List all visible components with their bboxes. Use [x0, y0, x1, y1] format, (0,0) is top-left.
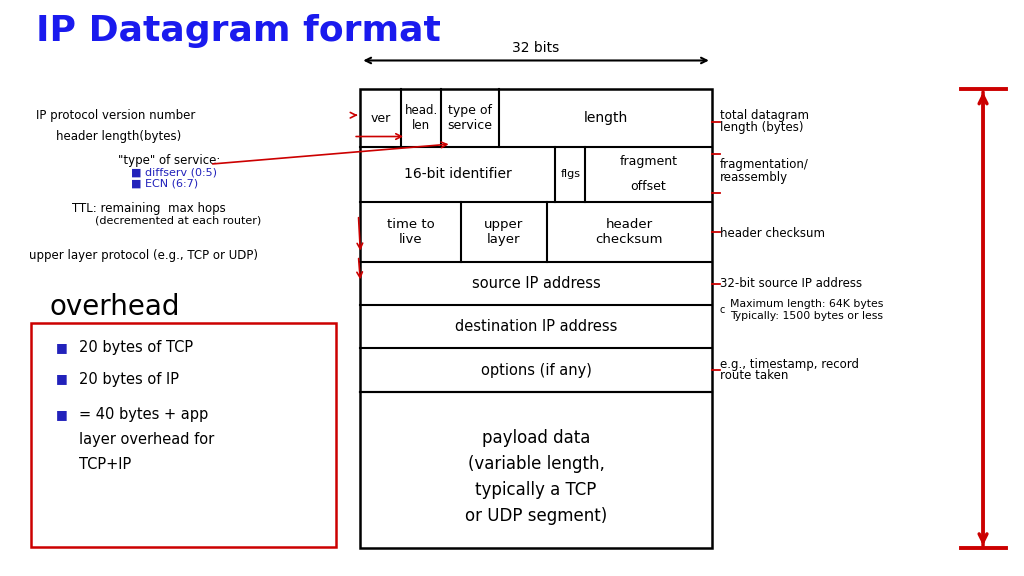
Text: offset: offset — [631, 180, 667, 194]
Text: c: c — [720, 305, 725, 315]
Text: IP protocol version number: IP protocol version number — [36, 109, 196, 122]
Text: typically a TCP: typically a TCP — [475, 481, 597, 499]
Text: header length(bytes): header length(bytes) — [56, 130, 181, 143]
Text: ■ ECN (6:7): ■ ECN (6:7) — [131, 179, 199, 189]
Text: ■: ■ — [56, 341, 68, 354]
Text: e.g., timestamp, record: e.g., timestamp, record — [720, 358, 859, 370]
Text: upper layer protocol (e.g., TCP or UDP): upper layer protocol (e.g., TCP or UDP) — [29, 249, 258, 262]
Text: head.
len: head. len — [404, 104, 437, 132]
Text: total datagram: total datagram — [720, 109, 809, 122]
Text: or UDP segment): or UDP segment) — [465, 507, 607, 525]
Text: fragmentation/: fragmentation/ — [720, 158, 809, 171]
Text: ver: ver — [371, 112, 391, 124]
Text: source IP address: source IP address — [472, 276, 600, 291]
Text: overhead: overhead — [49, 293, 179, 321]
Text: TCP+IP: TCP+IP — [79, 457, 131, 472]
Text: flgs: flgs — [560, 169, 581, 179]
Text: Typically: 1500 bytes or less: Typically: 1500 bytes or less — [730, 310, 883, 321]
Text: 32 bits: 32 bits — [512, 41, 560, 55]
Text: layer overhead for: layer overhead for — [79, 432, 214, 447]
Text: length (bytes): length (bytes) — [720, 122, 804, 134]
Text: time to
live: time to live — [387, 218, 434, 246]
Text: = 40 bytes + app: = 40 bytes + app — [79, 407, 208, 422]
Text: destination IP address: destination IP address — [455, 319, 617, 335]
Text: fragment: fragment — [620, 155, 678, 168]
Text: "type" of service:: "type" of service: — [118, 154, 220, 166]
Text: ■: ■ — [56, 373, 68, 385]
Text: ■ diffserv (0:5): ■ diffserv (0:5) — [131, 168, 217, 178]
Text: upper
layer: upper layer — [484, 218, 523, 246]
Text: header
checksum: header checksum — [595, 218, 663, 246]
Text: header checksum: header checksum — [720, 227, 825, 240]
Text: length: length — [584, 111, 628, 125]
Text: type of
service: type of service — [447, 104, 493, 132]
Text: reassembly: reassembly — [720, 171, 788, 184]
Text: 32-bit source IP address: 32-bit source IP address — [720, 278, 862, 290]
Text: Maximum length: 64K bytes: Maximum length: 64K bytes — [730, 299, 884, 309]
Text: route taken: route taken — [720, 369, 788, 382]
Text: 16-bit identifier: 16-bit identifier — [404, 167, 512, 181]
Bar — [31, 323, 336, 547]
Text: 20 bytes of TCP: 20 bytes of TCP — [79, 340, 193, 355]
Text: (variable length,: (variable length, — [468, 455, 604, 473]
Text: (decremented at each router): (decremented at each router) — [95, 215, 261, 226]
Text: TTL: remaining  max hops: TTL: remaining max hops — [72, 202, 225, 215]
Text: 20 bytes of IP: 20 bytes of IP — [79, 372, 179, 386]
Text: ■: ■ — [56, 408, 68, 421]
Text: options (if any): options (if any) — [480, 362, 592, 378]
Text: IP Datagram format: IP Datagram format — [36, 14, 440, 48]
Bar — [360, 89, 712, 548]
Text: payload data: payload data — [482, 429, 590, 448]
